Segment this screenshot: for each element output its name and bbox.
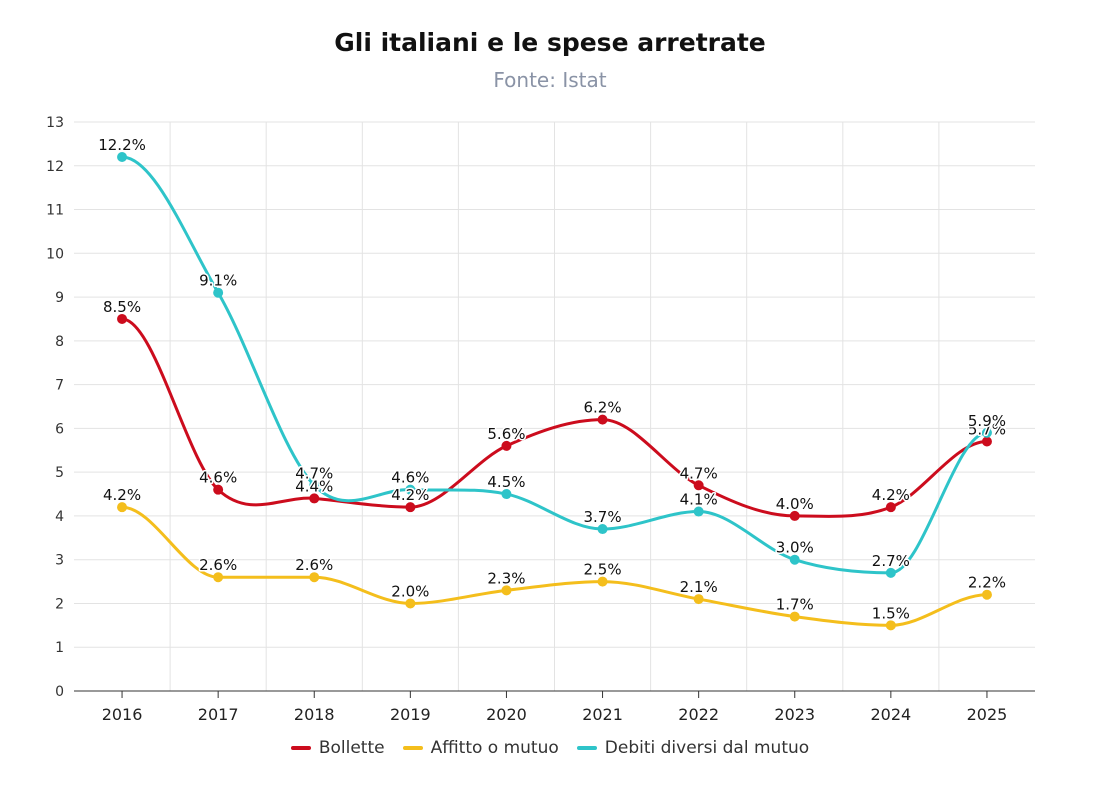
data-label: 1.7% <box>776 596 814 614</box>
data-point <box>309 493 320 504</box>
data-point <box>405 502 416 513</box>
x-tick-label: 2016 <box>102 705 143 724</box>
data-label: 2.0% <box>391 582 429 600</box>
data-point <box>501 489 512 500</box>
data-label: 4.4% <box>295 477 333 495</box>
data-point <box>213 484 224 495</box>
series-line-0 <box>121 317 988 518</box>
series-line-1 <box>121 505 987 627</box>
data-point <box>885 567 896 578</box>
data-label: 5.9% <box>968 412 1006 430</box>
legend-item[interactable]: Bollette <box>290 738 385 758</box>
data-point <box>597 524 608 535</box>
x-tick-label: 2023 <box>774 705 815 724</box>
data-point <box>885 502 896 513</box>
data-point <box>885 620 896 631</box>
y-tick-label: 5 <box>55 465 64 481</box>
legend-swatch <box>576 746 597 750</box>
data-point <box>501 585 512 596</box>
data-point <box>117 152 128 163</box>
data-point <box>981 589 992 600</box>
data-point <box>309 572 320 583</box>
data-label: 4.2% <box>391 486 429 504</box>
chart-legend: Bollette Affitto o mutuo Debiti diversi da… <box>0 738 1100 758</box>
legend-swatch <box>290 746 311 750</box>
data-label: 4.7% <box>680 464 718 482</box>
x-tick-label: 2021 <box>582 705 623 724</box>
legend-label: Affitto o mutuo <box>430 738 559 758</box>
data-point <box>117 502 128 513</box>
y-tick-label: 1 <box>55 640 64 656</box>
chart-subtitle: Fonte: Istat <box>493 68 607 92</box>
data-point <box>597 576 608 587</box>
chart-title: Gli italiani e le spese arretrate <box>334 28 766 57</box>
x-tick-label: 2025 <box>967 705 1008 724</box>
x-tick-label: 2020 <box>486 705 527 724</box>
data-label: 4.1% <box>680 491 718 509</box>
y-tick-label: 8 <box>55 334 64 350</box>
legend-label: Debiti diversi dal mutuo <box>604 738 810 758</box>
data-label: 2.2% <box>968 574 1006 592</box>
x-tick-label: 2024 <box>870 705 911 724</box>
x-tick-label: 2018 <box>294 705 335 724</box>
data-label: 4.5% <box>487 473 525 491</box>
x-tick-label: 2017 <box>198 705 239 724</box>
data-point <box>597 414 608 425</box>
y-tick-label: 9 <box>55 290 64 306</box>
x-tick-label: 2019 <box>390 705 431 724</box>
data-label: 12.2% <box>98 136 146 154</box>
legend-item[interactable]: Affitto o mutuo <box>402 738 559 758</box>
data-label: 1.5% <box>872 604 910 622</box>
data-label: 4.0% <box>776 495 814 513</box>
data-label: 4.2% <box>103 486 141 504</box>
y-tick-label: 4 <box>55 509 64 525</box>
legend-swatch <box>402 746 423 750</box>
y-tick-label: 7 <box>55 378 64 394</box>
data-label: 2.6% <box>199 556 237 574</box>
data-label: 2.1% <box>680 578 718 596</box>
data-point <box>213 287 224 298</box>
y-tick-label: 12 <box>46 159 64 175</box>
data-point <box>693 506 704 517</box>
data-point <box>789 510 800 521</box>
legend-label: Bollette <box>318 738 385 758</box>
data-point <box>981 427 992 438</box>
data-label: 9.1% <box>199 272 237 290</box>
x-tick-label: 2022 <box>678 705 719 724</box>
data-label: 4.2% <box>872 486 910 504</box>
data-label: 8.5% <box>103 298 141 316</box>
y-tick-label: 3 <box>55 553 64 569</box>
data-label: 4.7% <box>295 464 333 482</box>
data-point <box>117 313 128 324</box>
y-tick-label: 10 <box>46 246 64 262</box>
data-label: 5.6% <box>487 425 525 443</box>
data-label: 6.2% <box>583 399 621 417</box>
data-label: 2.3% <box>487 569 525 587</box>
series-line-2 <box>121 155 988 575</box>
y-tick-label: 0 <box>55 684 64 700</box>
y-tick-label: 11 <box>46 203 64 219</box>
data-label: 4.6% <box>391 469 429 487</box>
data-point <box>405 598 416 609</box>
data-label: 5.7% <box>968 421 1006 439</box>
data-point <box>309 480 320 491</box>
y-tick-label: 13 <box>46 115 64 131</box>
legend-item[interactable]: Debiti diversi dal mutuo <box>576 738 810 758</box>
y-tick-label: 2 <box>55 596 64 612</box>
data-label: 3.0% <box>776 539 814 557</box>
data-label: 3.7% <box>583 508 621 526</box>
data-point <box>501 440 512 451</box>
data-point <box>789 611 800 622</box>
data-point <box>693 594 704 605</box>
data-label: 4.6% <box>199 469 237 487</box>
data-label: 2.5% <box>583 561 621 579</box>
data-point <box>789 554 800 565</box>
data-point <box>405 484 416 495</box>
data-point <box>213 572 224 583</box>
data-label: 2.7% <box>872 552 910 570</box>
data-label: 2.6% <box>295 556 333 574</box>
data-point <box>693 480 704 491</box>
y-tick-label: 6 <box>55 421 64 437</box>
